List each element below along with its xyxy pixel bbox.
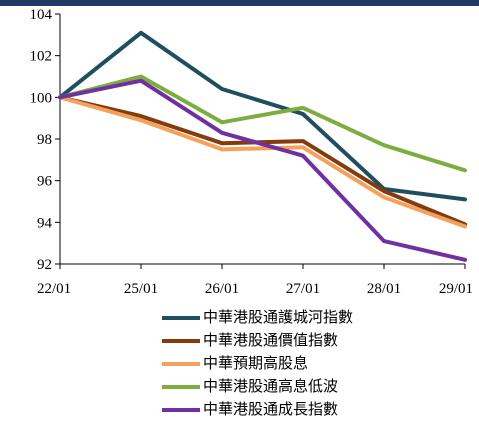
legend-item: 中華港股通護城河指數 xyxy=(162,306,353,329)
y-tick-label: 102 xyxy=(30,49,53,65)
legend-swatch xyxy=(162,384,200,389)
y-tick-label: 92 xyxy=(37,257,52,273)
y-tick-labels: 92 94 96 98 100 102 104 xyxy=(30,7,53,273)
y-tick-label: 104 xyxy=(30,7,53,23)
y-tick-label: 100 xyxy=(30,90,53,106)
legend-swatch xyxy=(162,361,200,366)
x-tick-label: 27/01 xyxy=(286,281,320,297)
x-tick-label: 29/01 xyxy=(439,281,473,297)
legend-label: 中華港股通高息低波 xyxy=(203,377,339,395)
x-tick-label: 25/01 xyxy=(124,281,158,297)
legend-label: 中華港股通成長指數 xyxy=(203,400,339,418)
legend-swatch xyxy=(162,407,200,412)
y-tick-label: 98 xyxy=(37,132,52,148)
x-tick-label: 22/01 xyxy=(37,281,71,297)
chart-axes xyxy=(55,13,466,269)
x-tick-label: 28/01 xyxy=(367,281,401,297)
legend-label: 中華港股通護城河指數 xyxy=(203,308,354,326)
x-tick-labels: 22/01 25/01 26/01 27/01 28/01 29/01 xyxy=(37,281,473,297)
legend-item: 中華港股通成長指數 xyxy=(162,398,353,421)
series-line-5 xyxy=(58,78,467,262)
legend-item: 中華港股通價值指數 xyxy=(162,329,353,352)
legend-swatch xyxy=(162,315,200,320)
x-tick-label: 26/01 xyxy=(205,281,239,297)
series-line-1 xyxy=(58,30,467,202)
y-tick-label: 94 xyxy=(37,215,53,231)
top-band xyxy=(0,0,479,6)
chart-series-lines xyxy=(58,30,467,262)
legend-label: 中華預期高股息 xyxy=(203,354,309,372)
series-line-4 xyxy=(58,74,467,173)
legend-swatch xyxy=(162,338,200,343)
legend-item: 中華港股通高息低波 xyxy=(162,375,353,398)
chart-legend: 中華港股通護城河指數 中華港股通價值指數 中華預期高股息中華港股通高息低波 中華港股通… xyxy=(162,306,353,421)
series-line-3 xyxy=(58,95,467,229)
series-line-2 xyxy=(58,95,467,227)
y-tick-label: 96 xyxy=(37,174,53,190)
legend-item: 中華預期高股息 xyxy=(162,352,353,375)
legend-label: 中華港股通價值指數 xyxy=(203,331,339,349)
